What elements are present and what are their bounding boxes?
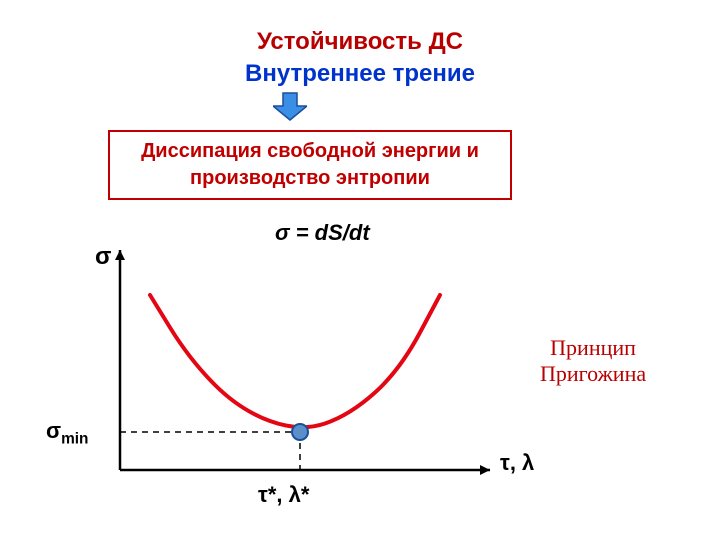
side-line-1: Принцип: [550, 335, 636, 360]
down-arrow-icon: [273, 92, 307, 124]
x-axis-label: τ, λ: [500, 450, 534, 476]
x-star-label: τ*, λ*: [258, 482, 309, 508]
sigma-min-label: σmin: [46, 418, 88, 448]
y-axis-label: σ: [95, 243, 111, 271]
box-line-1: Диссипация свободной энергии и: [141, 140, 479, 162]
entropy-chart: [70, 240, 530, 510]
box-line-2: производство энтропии: [190, 167, 430, 189]
side-line-2: Пригожина: [540, 361, 646, 386]
prigogine-principle: Принцип Пригожина: [540, 335, 646, 387]
dissipation-box: Диссипация свободной энергии и производс…: [108, 130, 512, 200]
title-line-1: Устойчивость ДС: [0, 28, 720, 56]
title-line-2: Внутреннее трение: [0, 60, 720, 88]
